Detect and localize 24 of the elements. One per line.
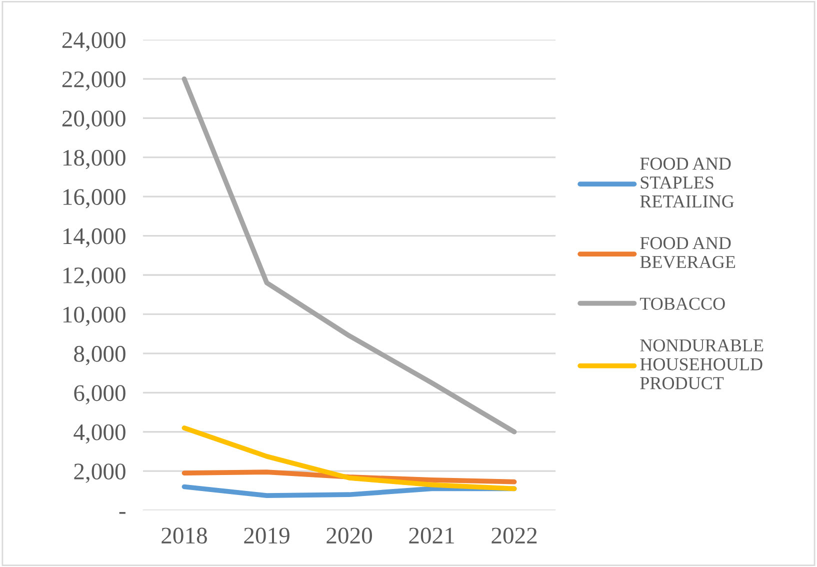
x-tick-label: 2022 [492,528,537,544]
y-tick-label: 14,000 [63,228,126,248]
legend-label: FOOD AND BEVERAGE [640,237,736,268]
y-tick-label: 10,000 [63,306,126,326]
y-tick-label: - [119,512,126,514]
line-series [182,426,517,492]
y-tick-label: 6,000 [74,385,126,404]
y-tick-label: 16,000 [63,189,126,208]
y-tick-label: 2,000 [74,464,126,483]
x-tick-label: 2018 [162,528,207,544]
y-tick-label: 20,000 [62,110,126,130]
y-tick-label: 22,000 [62,71,126,91]
legend-label: TOBACCO [640,298,725,310]
y-tick-label: 12,000 [63,267,126,287]
x-tick-label: 2020 [326,528,372,544]
x-tick-label: 2019 [244,528,290,544]
y-tick-label: 18,000 [63,150,126,170]
y-tick-label: 24,000 [62,32,126,52]
legend-label: FOOD AND STAPLES RETAILING [640,158,734,208]
line-series [182,76,517,434]
y-tick-label: 8,000 [74,346,126,366]
y-tick-label: 4,000 [74,424,126,444]
x-tick-label: 2021 [409,528,454,544]
legend-label: NONDURABLE HOUSEHOULD PRODUCT [640,339,764,390]
